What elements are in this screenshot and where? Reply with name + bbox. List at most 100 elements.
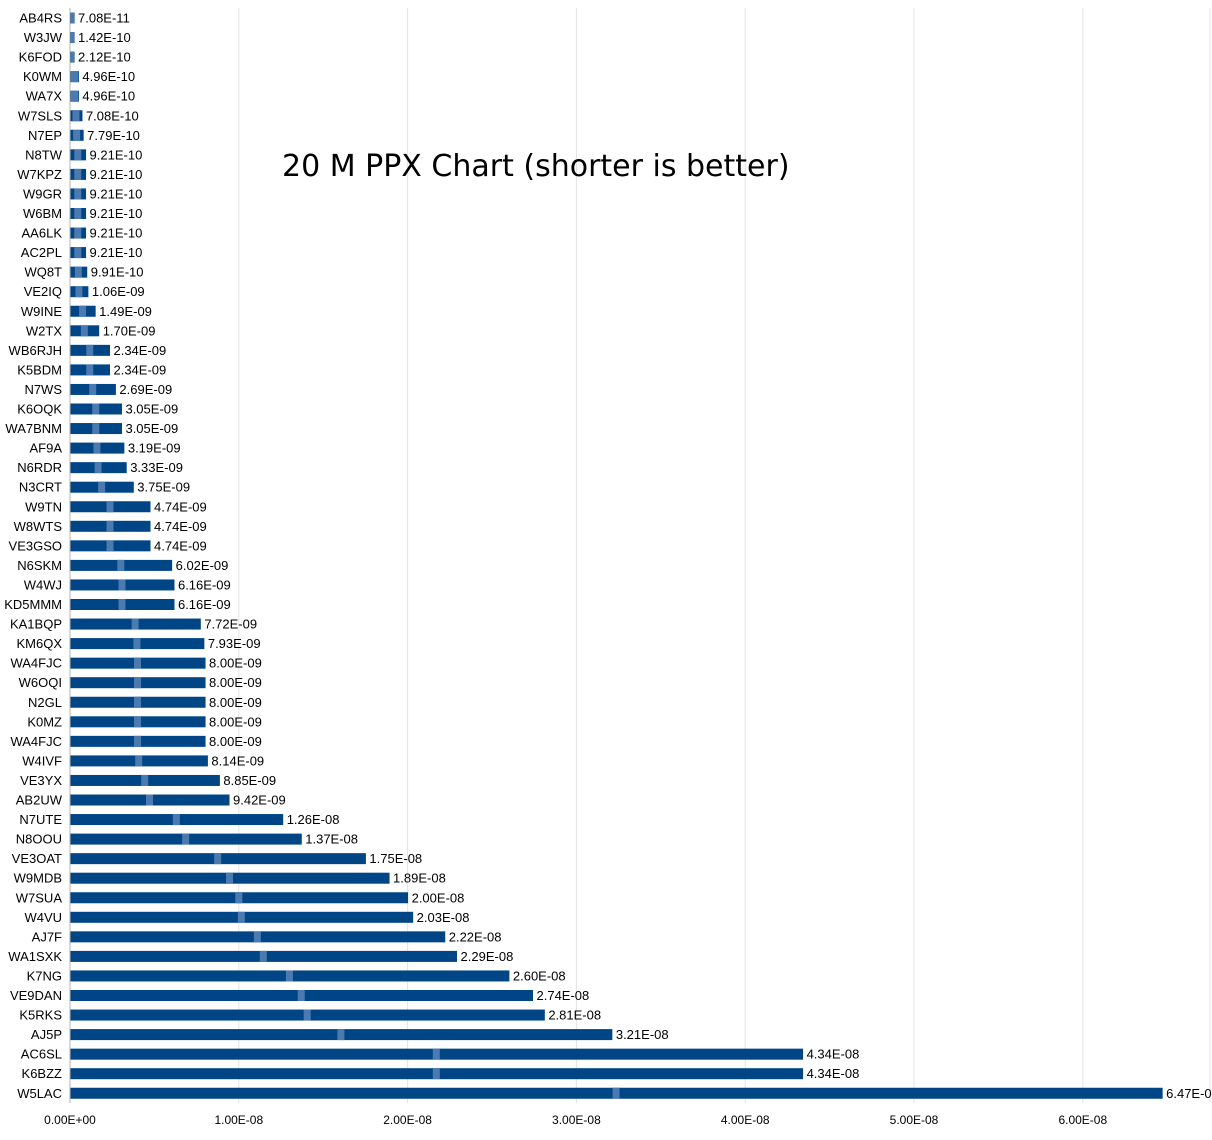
bar-midpoint-marker [74, 227, 82, 239]
category-label: N2GL [28, 695, 62, 710]
category-label: WA4FJC [10, 656, 62, 671]
category-label: K0MZ [27, 714, 62, 729]
category-label: W5LAC [17, 1086, 62, 1101]
value-label: 8.00E-09 [209, 675, 262, 690]
bar-layer [70, 12, 1163, 1099]
value-label: 2.74E-08 [537, 988, 590, 1003]
bar-midpoint-marker [89, 383, 97, 395]
value-label: 1.37E-08 [305, 832, 358, 847]
value-label: 2.03E-08 [417, 910, 470, 925]
value-label: 3.05E-09 [125, 402, 178, 417]
value-label: 1.75E-08 [369, 851, 422, 866]
bar-midpoint-marker [106, 501, 114, 513]
category-label: AC2PL [21, 245, 62, 260]
bar-midpoint-marker [71, 71, 78, 83]
category-label: W9GR [23, 186, 62, 201]
bar-midpoint-marker [92, 423, 100, 435]
value-label: 9.42E-09 [233, 793, 286, 808]
bar-midpoint-marker [235, 892, 243, 904]
value-label: 2.34E-09 [113, 362, 166, 377]
category-label: N7EP [28, 128, 62, 143]
chart-title: 20 M PPX Chart (shorter is better) [282, 149, 790, 184]
category-label: N3CRT [19, 480, 62, 495]
grid-layer [69, 8, 1211, 1103]
value-label: 9.21E-10 [90, 186, 143, 201]
category-label: WB6RJH [9, 343, 62, 358]
bar-midpoint-marker [106, 520, 114, 532]
bar-midpoint-marker [134, 677, 142, 689]
category-label: K6FOD [19, 50, 62, 65]
value-label: 4.74E-09 [154, 499, 207, 514]
category-label: W6OQI [19, 675, 62, 690]
bar-midpoint-marker [146, 794, 154, 806]
value-label: 4.96E-10 [82, 89, 135, 104]
x-tick-label: 0.00E+00 [44, 1113, 96, 1127]
bar-midpoint-marker [72, 110, 80, 122]
category-label: K0WM [23, 69, 62, 84]
bar-midpoint-marker [297, 990, 305, 1001]
category-label: VE3YX [20, 773, 62, 788]
category-label: AF9A [29, 441, 62, 456]
value-label: 1.70E-09 [103, 323, 156, 338]
category-label: K6OQK [17, 402, 62, 417]
category-label: VE3GSO [9, 538, 62, 553]
value-label: 9.91E-10 [91, 265, 144, 280]
bar-midpoint-marker [73, 129, 81, 141]
bar-midpoint-marker [118, 599, 126, 610]
category-label: AA6LK [22, 226, 63, 241]
bar-midpoint-marker [432, 1048, 440, 1060]
value-label: 7.93E-09 [208, 636, 261, 651]
value-label: 9.21E-10 [90, 206, 143, 221]
value-label: 8.00E-09 [209, 695, 262, 710]
category-label: AB4RS [19, 11, 62, 26]
value-label: 2.00E-08 [412, 890, 465, 905]
category-label: WQ8T [24, 265, 62, 280]
value-label: 8.00E-09 [209, 734, 262, 749]
category-label: W7SLS [18, 108, 62, 123]
value-label: 9.21E-10 [90, 147, 143, 162]
bar-midpoint-marker [71, 32, 74, 44]
category-label: W4IVF [22, 753, 62, 768]
value-label: 2.29E-08 [461, 949, 514, 964]
category-label: W4WJ [24, 577, 62, 592]
value-label: 1.06E-09 [92, 284, 145, 299]
bar-midpoint-marker [182, 833, 190, 845]
bar-midpoint-marker [94, 462, 102, 474]
value-label: 1.89E-08 [393, 871, 446, 886]
bar-midpoint-marker [92, 403, 100, 415]
bar-midpoint-marker [74, 208, 82, 219]
category-label: VE9DAN [10, 988, 62, 1003]
value-label: 8.00E-09 [209, 656, 262, 671]
category-label: N8OOU [16, 832, 62, 847]
category-label: N6RDR [17, 460, 62, 475]
category-label: N7UTE [19, 812, 62, 827]
value-label: 9.21E-10 [90, 245, 143, 260]
category-label: W9TN [25, 499, 62, 514]
category-label: KM6QX [16, 636, 62, 651]
bar-midpoint-marker [118, 579, 126, 591]
bar-midpoint-marker [93, 442, 101, 454]
value-label: 8.14E-09 [211, 753, 264, 768]
bar-midpoint-marker [134, 716, 142, 728]
category-label: KD5MMM [4, 597, 62, 612]
x-tick-label: 2.00E-08 [383, 1113, 432, 1127]
value-label: 2.22E-08 [449, 929, 502, 944]
bar-midpoint-marker [106, 540, 114, 552]
value-label: 1.42E-10 [78, 30, 131, 45]
bar-midpoint-marker [74, 168, 82, 180]
bar-midpoint-marker [337, 1029, 345, 1041]
x-tick-label: 6.00E-08 [1058, 1113, 1107, 1127]
bar-midpoint-marker [134, 735, 142, 747]
bar-midpoint-marker [432, 1068, 440, 1080]
bar-midpoint-marker [253, 931, 261, 943]
value-label: 7.72E-09 [204, 617, 257, 632]
value-label: 3.33E-09 [130, 460, 183, 475]
bar-midpoint-marker [75, 286, 83, 298]
value-label: 8.85E-09 [223, 773, 276, 788]
bar-midpoint-marker [226, 872, 234, 884]
category-label: W2TX [26, 323, 62, 338]
category-label: W7SUA [16, 890, 63, 905]
value-label: 3.21E-08 [616, 1027, 669, 1042]
value-label: 8.00E-09 [209, 714, 262, 729]
